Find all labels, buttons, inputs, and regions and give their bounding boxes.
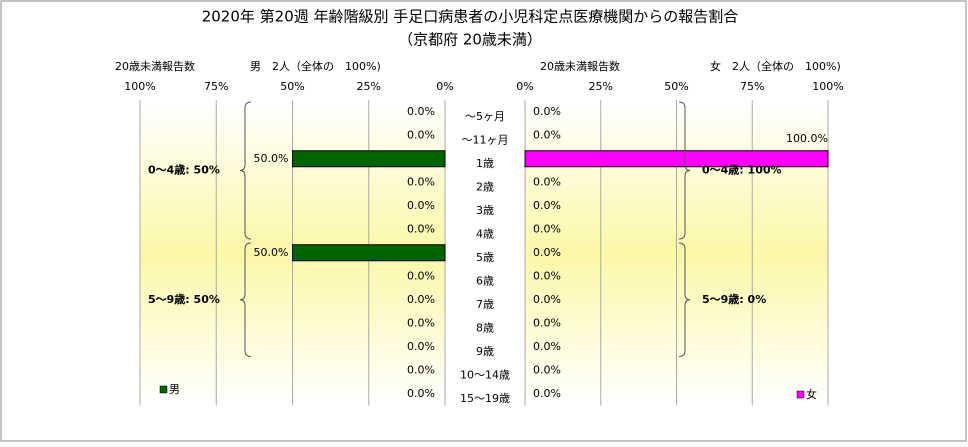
x-tick-label: 50% bbox=[664, 80, 688, 93]
value-label: 0.0% bbox=[407, 175, 435, 188]
value-label: 0.0% bbox=[533, 105, 561, 118]
x-tick-label: 50% bbox=[280, 80, 304, 93]
value-label: 0.0% bbox=[533, 387, 561, 400]
chart-subtitle: （京都府 20歳未満） bbox=[398, 31, 542, 49]
bracket bbox=[678, 242, 691, 357]
category-label: 8歳 bbox=[476, 321, 494, 334]
value-label: 0.0% bbox=[407, 199, 435, 212]
panel-summary: 女 2人（全体の 100%) bbox=[710, 59, 841, 73]
x-tick-label: 75% bbox=[204, 80, 228, 93]
value-label: 0.0% bbox=[533, 199, 561, 212]
bar bbox=[524, 150, 829, 168]
count-label: 20歳未満報告数 bbox=[115, 60, 195, 73]
bracket bbox=[239, 101, 252, 240]
value-label: 0.0% bbox=[407, 105, 435, 118]
x-tick-label: 100% bbox=[812, 80, 843, 93]
value-label: 0.0% bbox=[533, 128, 561, 141]
value-label: 0.0% bbox=[407, 340, 435, 353]
value-label: 0.0% bbox=[407, 293, 435, 306]
bracket bbox=[678, 101, 691, 240]
value-label: 0.0% bbox=[533, 175, 561, 188]
category-label: 2歳 bbox=[476, 180, 494, 193]
value-label: 0.0% bbox=[533, 316, 561, 329]
bar bbox=[292, 244, 446, 262]
value-label: 0.0% bbox=[407, 222, 435, 235]
value-label: 0.0% bbox=[407, 363, 435, 376]
value-label: 50.0% bbox=[254, 246, 289, 259]
legend-label: 男 bbox=[169, 383, 180, 396]
x-tick-label: 25% bbox=[357, 80, 381, 93]
count-label: 20歳未満報告数 bbox=[540, 60, 620, 73]
category-label: 1歳 bbox=[476, 157, 494, 170]
value-label: 0.0% bbox=[407, 387, 435, 400]
value-label: 0.0% bbox=[407, 316, 435, 329]
category-label: 4歳 bbox=[476, 227, 494, 240]
panel-summary: 男 2人（全体の 100%) bbox=[250, 59, 381, 73]
x-tick-label: 0% bbox=[436, 80, 453, 93]
bracket bbox=[239, 242, 252, 357]
value-label: 50.0% bbox=[254, 152, 289, 165]
category-label: 7歳 bbox=[476, 298, 494, 311]
value-label: 0.0% bbox=[533, 340, 561, 353]
category-label: 9歳 bbox=[476, 345, 494, 358]
legend-label: 女 bbox=[806, 387, 817, 401]
value-label: 0.0% bbox=[407, 128, 435, 141]
annotation: 5～9歳: 0% bbox=[702, 292, 766, 306]
x-tick-label: 0% bbox=[516, 80, 533, 93]
category-label: 5歳 bbox=[476, 251, 494, 264]
legend-swatch bbox=[159, 385, 168, 394]
chart-title: 2020年 第20週 年齢階級別 手足口病患者の小児科定点医療機関からの報告割合 bbox=[202, 8, 739, 26]
bar bbox=[292, 150, 446, 168]
annotation: 5～9歳: 50% bbox=[148, 292, 220, 306]
x-tick-label: 75% bbox=[740, 80, 764, 93]
category-label: ～5ヶ月 bbox=[465, 110, 505, 123]
value-label: 0.0% bbox=[533, 363, 561, 376]
category-label: 6歳 bbox=[476, 274, 494, 287]
legend-swatch bbox=[796, 390, 805, 399]
value-label: 0.0% bbox=[533, 293, 561, 306]
x-tick-label: 100% bbox=[124, 80, 155, 93]
value-label: 0.0% bbox=[407, 269, 435, 282]
category-label: 3歳 bbox=[476, 204, 494, 217]
category-label: 15～19歳 bbox=[460, 392, 510, 405]
value-label: 0.0% bbox=[533, 246, 561, 259]
value-label: 0.0% bbox=[533, 269, 561, 282]
annotation: 0～4歳: 100% bbox=[702, 163, 782, 177]
value-label: 100.0% bbox=[786, 132, 828, 145]
category-label: 10～14歳 bbox=[460, 368, 510, 381]
annotation: 0～4歳: 50% bbox=[148, 163, 220, 177]
value-label: 0.0% bbox=[533, 222, 561, 235]
x-tick-label: 25% bbox=[589, 80, 613, 93]
category-label: ～11ヶ月 bbox=[462, 133, 509, 146]
